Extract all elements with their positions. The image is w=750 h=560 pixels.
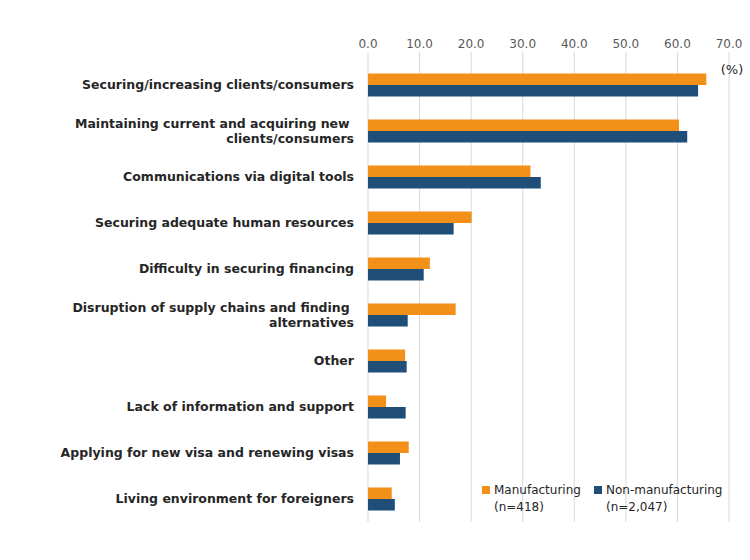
bar bbox=[368, 120, 679, 132]
tick-label: 60.0 bbox=[664, 37, 691, 51]
category-label: Difficulty in securing financing bbox=[139, 261, 354, 276]
axis-label: (%) bbox=[721, 62, 744, 77]
bar bbox=[368, 223, 454, 235]
category-label: Maintaining current and acquiring new cl… bbox=[75, 116, 354, 146]
bar bbox=[368, 453, 400, 465]
bar bbox=[368, 166, 530, 178]
bar bbox=[368, 396, 386, 408]
category-label: Securing adequate human resources bbox=[95, 215, 354, 230]
bar bbox=[368, 361, 407, 373]
bar bbox=[368, 442, 409, 454]
bar bbox=[368, 85, 698, 97]
tick-label: 20.0 bbox=[458, 37, 485, 51]
bar bbox=[368, 212, 472, 224]
grid-line bbox=[729, 52, 730, 522]
category-label: Lack of information and support bbox=[127, 399, 354, 414]
legend: Manufacturing (n=418) Non-manufacturing (… bbox=[482, 483, 726, 514]
category-label: Applying for new visa and renewing visas bbox=[61, 445, 354, 460]
category-label: Living environment for foreigners bbox=[116, 491, 355, 506]
category-label: Securing/increasing clients/consumers bbox=[82, 77, 354, 92]
bar bbox=[368, 315, 408, 327]
bars bbox=[368, 74, 706, 511]
bar bbox=[368, 269, 424, 281]
tick-label: 40.0 bbox=[561, 37, 588, 51]
tick-label: 70.0 bbox=[716, 37, 743, 51]
category-label: Communications via digital tools bbox=[123, 169, 354, 184]
tick-label: 50.0 bbox=[612, 37, 639, 51]
bar bbox=[368, 177, 541, 189]
category-label: Disruption of supply chains and finding … bbox=[72, 300, 354, 330]
bar bbox=[368, 488, 392, 500]
legend-swatch bbox=[594, 486, 602, 494]
category-label: Other bbox=[314, 353, 355, 368]
bar bbox=[368, 258, 430, 270]
bar bbox=[368, 350, 405, 362]
chart: 0.0 10.0 20.0 30.0 40.0 50.0 60.0 70.0 (%) Securi… bbox=[0, 0, 750, 560]
grid bbox=[368, 52, 729, 522]
legend-swatch bbox=[482, 486, 490, 494]
bar bbox=[368, 407, 406, 419]
legend-label: Non-manufacturing (n=2,047) bbox=[606, 483, 726, 514]
tick-label: 10.0 bbox=[406, 37, 433, 51]
bar bbox=[368, 131, 687, 143]
bar bbox=[368, 74, 706, 86]
bar bbox=[368, 304, 456, 316]
tick-label: 30.0 bbox=[509, 37, 536, 51]
tick-label: 0.0 bbox=[358, 37, 377, 51]
bar bbox=[368, 499, 395, 511]
legend-label: Manufacturing (n=418) bbox=[494, 483, 585, 514]
